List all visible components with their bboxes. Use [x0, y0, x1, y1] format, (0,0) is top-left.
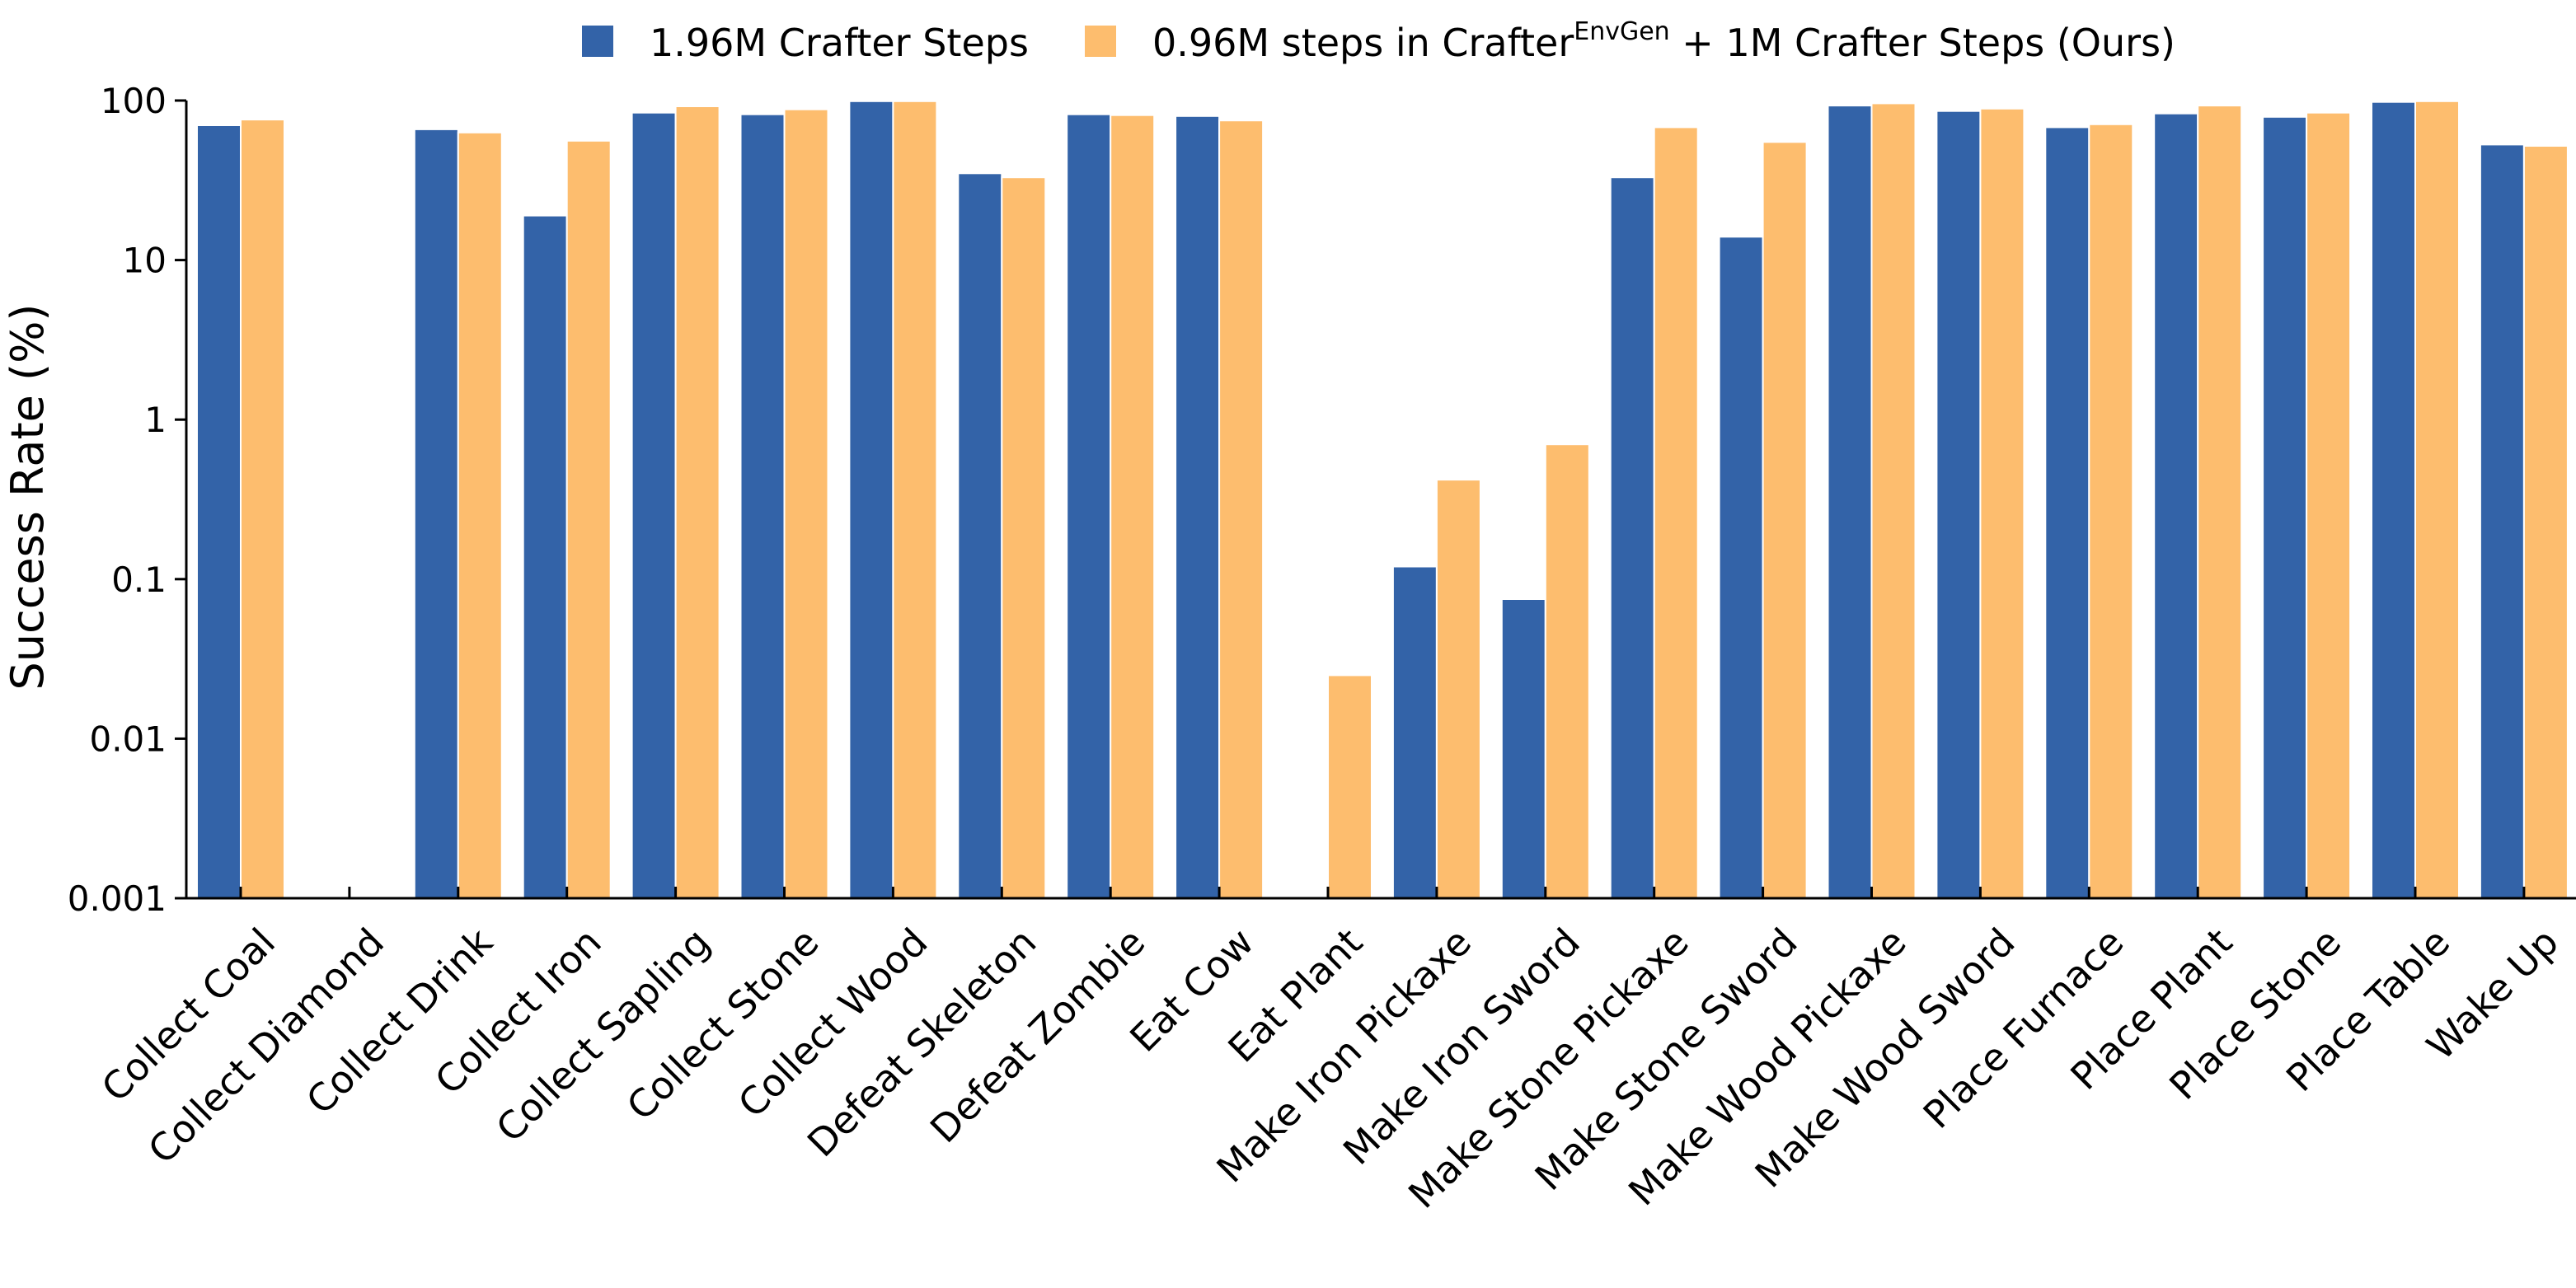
- bar-series-1-place-furnace: [2044, 126, 2090, 899]
- bar-series-2-make-stone-pickaxe: [1653, 126, 1699, 899]
- bar-series-1-make-wood-sword: [1936, 110, 1982, 899]
- legend-swatch-series-2: [1085, 26, 1116, 57]
- bar-series-1-wake-up: [2479, 143, 2525, 899]
- bar-series-2-place-stone: [2306, 111, 2352, 899]
- bar-series-2-defeat-zombie: [1110, 114, 1156, 899]
- legend: 1.96M Crafter Steps 0.96M steps in Craft…: [582, 17, 2175, 65]
- bar-series-1-place-plant: [2153, 112, 2199, 899]
- bar-series-2-eat-plant: [1327, 674, 1372, 900]
- bar-series-1-defeat-skeleton: [957, 172, 1003, 900]
- bar-series-2-place-plant: [2197, 105, 2243, 900]
- x-tick-label: Collect Drink: [298, 920, 501, 1123]
- bar-series-1-collect-wood: [848, 100, 894, 900]
- y-tick-label: 100: [101, 81, 167, 121]
- bar-series-1-collect-drink: [413, 128, 459, 899]
- bar-series-1-collect-stone: [739, 113, 786, 899]
- bar-series-1-collect-coal: [196, 124, 242, 899]
- bar-series-2-collect-drink: [457, 131, 503, 900]
- bar-series-2-collect-iron: [565, 139, 612, 900]
- legend-label-series-1: 1.96M Crafter Steps: [650, 21, 1029, 65]
- bar-series-2-defeat-skeleton: [1001, 176, 1047, 899]
- bar-series-1-place-stone: [2262, 115, 2308, 900]
- legend-label-series-2: 0.96M steps in CrafterEnvGen + 1M Crafte…: [1152, 17, 2175, 65]
- legend-label-series-2-post: + 1M Crafter Steps (Ours): [1670, 21, 2175, 65]
- y-tick-label: 0.01: [89, 719, 167, 759]
- bar-series-1-make-wood-pickaxe: [1827, 105, 1873, 900]
- bar-series-1-make-iron-sword: [1500, 598, 1546, 899]
- bar-series-2-make-wood-pickaxe: [1870, 102, 1917, 899]
- bars: [196, 100, 2569, 900]
- bar-series-1-eat-cow: [1175, 115, 1221, 900]
- bar-series-1-collect-sapling: [631, 111, 677, 899]
- bar-series-1-collect-iron: [522, 214, 568, 900]
- bar-series-1-make-iron-pickaxe: [1391, 565, 1438, 899]
- bar-series-2-make-wood-sword: [1979, 107, 2025, 900]
- bar-series-1-defeat-zombie: [1066, 113, 1112, 899]
- legend-swatch-series-1: [582, 26, 613, 57]
- legend-label-series-2-sup: EnvGen: [1574, 17, 1669, 46]
- bar-series-2-wake-up: [2522, 145, 2569, 899]
- bar-series-1-make-stone-pickaxe: [1609, 176, 1655, 899]
- bar-series-2-collect-sapling: [674, 105, 720, 899]
- bar-series-2-collect-stone: [783, 108, 829, 899]
- bar-series-2-place-table: [2414, 100, 2460, 900]
- bar-series-1-make-stone-sword: [1718, 236, 1764, 899]
- y-tick-label: 10: [123, 241, 167, 281]
- x-tick-label: Collect Wood: [730, 920, 936, 1126]
- y-tick-label: 0.001: [68, 878, 167, 919]
- bar-series-2-eat-cow: [1218, 119, 1265, 899]
- legend-label-series-2-pre: 0.96M steps in Crafter: [1152, 21, 1574, 65]
- bar-series-2-place-furnace: [2088, 123, 2134, 900]
- y-tick-label: 1: [144, 400, 167, 440]
- bar-series-2-collect-coal: [240, 119, 285, 900]
- x-tick-label: Collect Stone: [618, 920, 828, 1129]
- y-axis-label: Success Rate (%): [2, 304, 54, 691]
- y-ticks: 0.001 0.01 0.1 1 10 100: [68, 81, 186, 919]
- bar-series-2-make-stone-sword: [1762, 141, 1808, 900]
- bar-series-1-place-table: [2371, 101, 2416, 899]
- bar-series-2-make-iron-pickaxe: [1435, 479, 1481, 899]
- bar-series-2-make-iron-sword: [1544, 443, 1590, 899]
- bar-series-2-collect-wood: [892, 100, 938, 900]
- y-tick-label: 0.1: [111, 560, 167, 600]
